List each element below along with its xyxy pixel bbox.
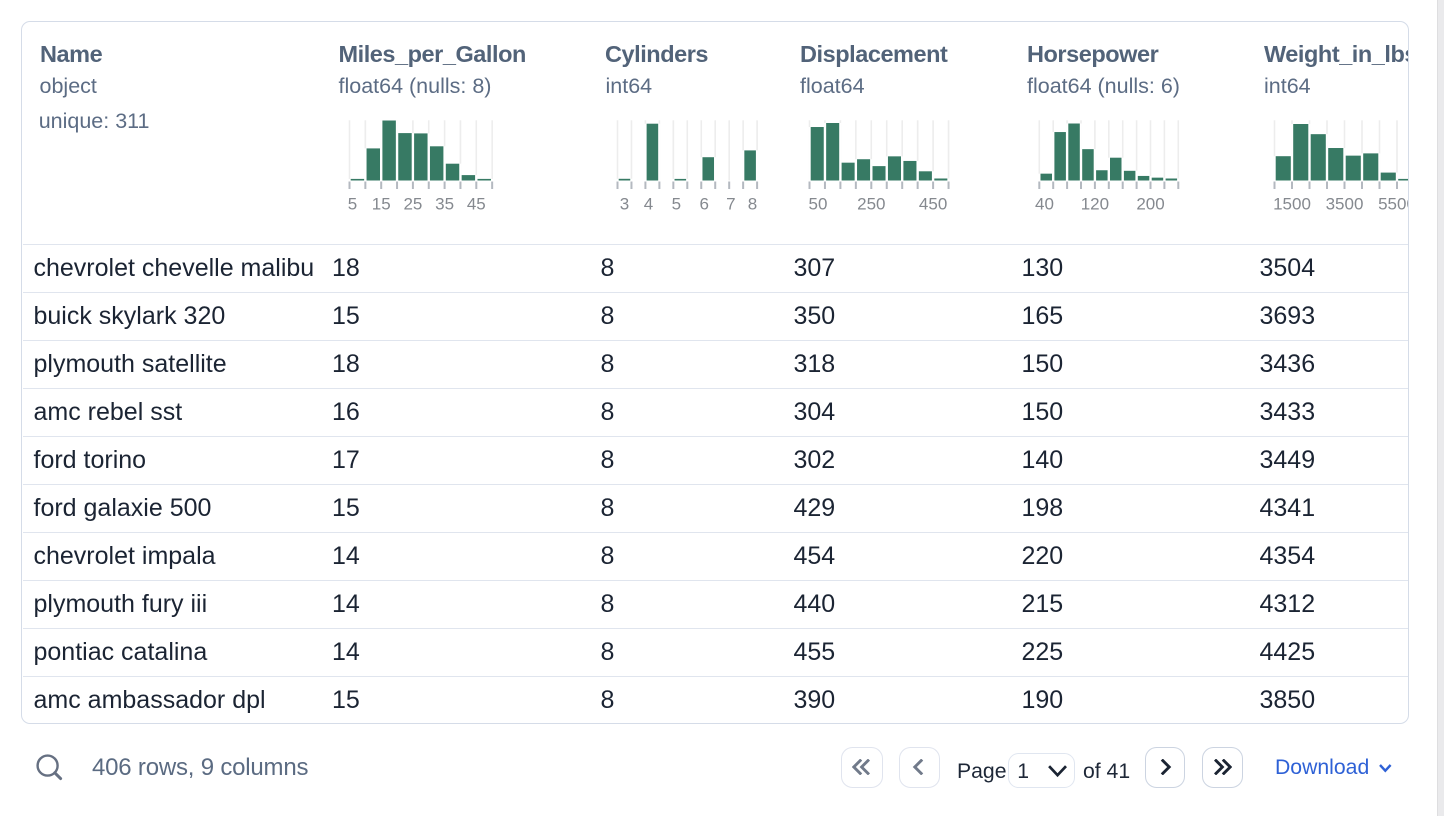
- svg-text:15: 15: [372, 195, 391, 214]
- svg-text:5500: 5500: [1378, 195, 1408, 214]
- svg-text:120: 120: [1081, 195, 1109, 214]
- svg-text:250: 250: [857, 195, 885, 214]
- svg-text:200: 200: [1136, 195, 1164, 214]
- svg-text:7: 7: [726, 195, 735, 214]
- svg-text:50: 50: [809, 195, 828, 214]
- svg-text:5: 5: [348, 195, 357, 214]
- svg-text:3500: 3500: [1326, 195, 1364, 214]
- svg-text:4: 4: [644, 195, 653, 214]
- svg-text:25: 25: [403, 195, 422, 214]
- svg-text:1500: 1500: [1273, 195, 1311, 214]
- svg-text:3: 3: [620, 195, 629, 214]
- svg-text:45: 45: [467, 195, 486, 214]
- svg-text:8: 8: [748, 195, 757, 214]
- svg-text:35: 35: [435, 195, 454, 214]
- svg-text:5: 5: [672, 195, 681, 214]
- svg-text:6: 6: [699, 195, 708, 214]
- svg-text:40: 40: [1035, 195, 1054, 214]
- svg-text:450: 450: [919, 195, 947, 214]
